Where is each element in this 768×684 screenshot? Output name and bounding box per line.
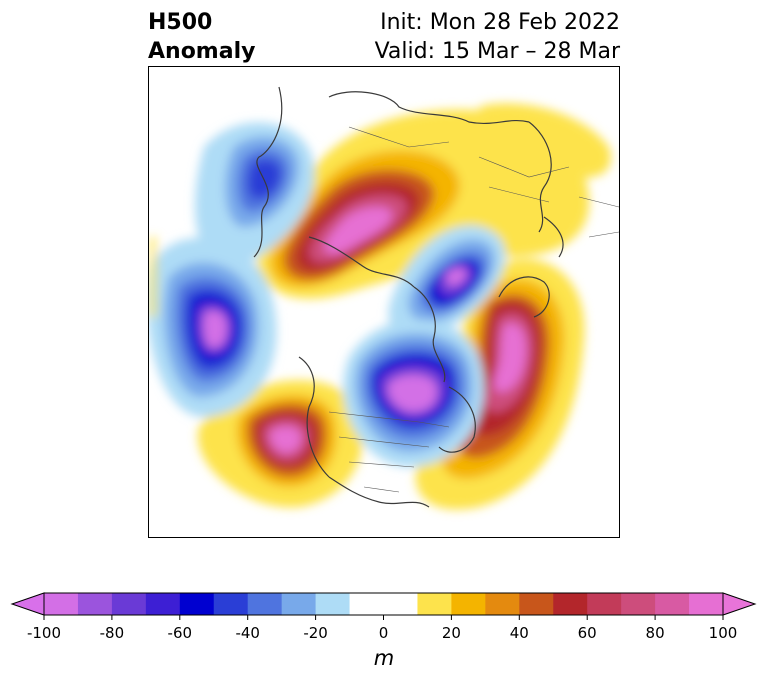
anomaly-map <box>148 66 620 538</box>
colorbar-swatch <box>417 593 452 615</box>
colorbar-tick-label: 100 <box>708 624 738 642</box>
colorbar-tick-label: -40 <box>235 624 260 642</box>
colorbar-extend-low <box>10 592 45 616</box>
colorbar-swatch <box>655 593 690 615</box>
colorbar <box>10 592 757 620</box>
colorbar-swatch <box>213 593 249 615</box>
political-borders <box>328 126 619 493</box>
colorbar-swatch <box>315 593 351 615</box>
colorbar-tick-label: 80 <box>645 624 665 642</box>
colorbar-swatch <box>349 593 418 615</box>
colorbar-swatch <box>247 593 283 615</box>
colorbar-swatch <box>553 593 588 615</box>
date-info: Init: Mon 28 Feb 2022 Valid: 15 Mar – 28… <box>375 8 620 66</box>
colorbar-tick-label: 0 <box>378 624 389 642</box>
valid-range: Valid: 15 Mar – 28 Mar <box>374 39 620 64</box>
colorbar-swatch <box>621 593 656 615</box>
anomaly-positive-west-us <box>197 380 363 508</box>
colorbar-swatch <box>689 593 724 615</box>
anomaly-negative-pacific <box>149 238 277 418</box>
colorbar-extend-high <box>722 592 757 616</box>
colorbar-tick-label: 40 <box>509 624 529 642</box>
colorbar-tick-label: -80 <box>99 624 125 642</box>
colorbar-tick-label: 60 <box>577 624 597 642</box>
colorbar-swatch <box>77 593 113 615</box>
colorbar-swatch <box>451 593 486 615</box>
colorbar-swatch <box>281 593 317 615</box>
colorbar-swatch <box>519 593 554 615</box>
colorbar-tick-label: -20 <box>303 624 328 642</box>
colorbar-tick-label: -60 <box>167 624 193 642</box>
init-date: Init: Mon 28 Feb 2022 <box>380 10 620 35</box>
colorbar-swatch <box>587 593 622 615</box>
colorbar-swatch <box>179 593 215 615</box>
anomaly-field <box>149 103 611 510</box>
map-title: H500 Anomaly <box>148 10 256 64</box>
colorbar-swatch <box>145 593 181 615</box>
anomaly-negative-bering <box>195 122 315 268</box>
colorbar-swatch <box>485 593 520 615</box>
anomaly-map-svg <box>149 86 619 510</box>
colorbar-tick-label: 20 <box>441 624 461 642</box>
anomaly-negative-canada <box>343 319 485 467</box>
colorbar-ticks <box>43 615 724 620</box>
colorbar-swatch <box>111 593 147 615</box>
colorbar-unit: m <box>373 646 395 670</box>
colorbar-swatch <box>44 593 79 615</box>
colorbar-tick-label: -100 <box>26 624 62 642</box>
coastlines <box>253 86 564 508</box>
anomaly-negative-north-europe <box>388 225 506 337</box>
colorbar-swatches <box>10 592 757 616</box>
